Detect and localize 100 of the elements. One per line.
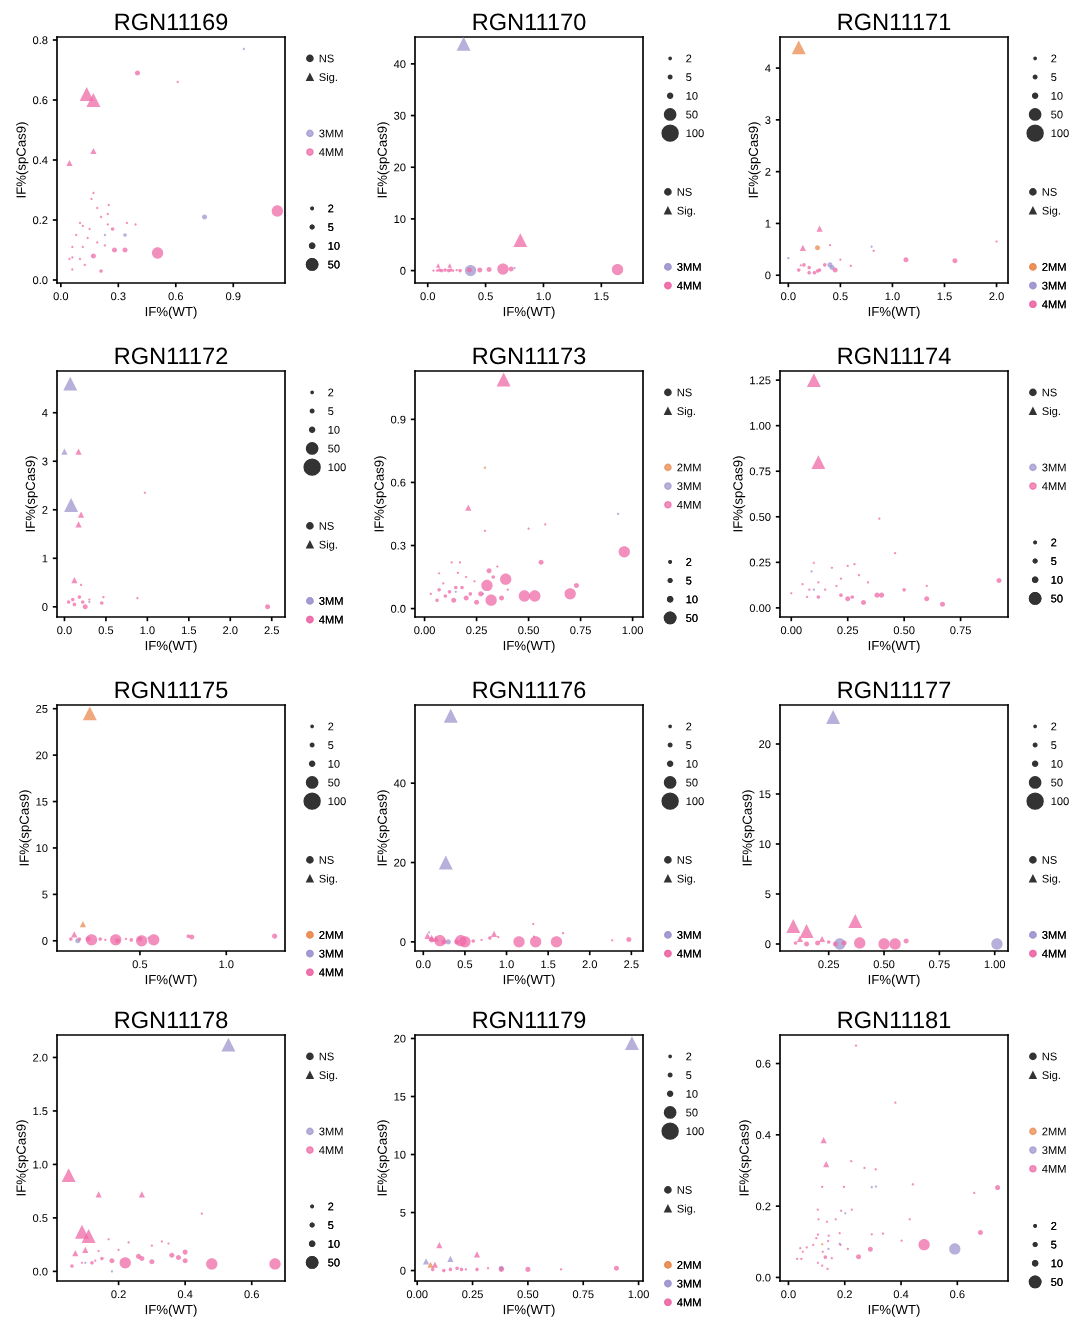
y-tick-label: 30 xyxy=(394,111,406,120)
x-axis-title: IF%(WT) xyxy=(145,974,197,987)
legend-label: 50 xyxy=(328,444,340,453)
x-tick-label: 0.5 xyxy=(132,960,148,969)
chart-title: RGN11172 xyxy=(115,347,228,365)
legend-label: 5 xyxy=(328,407,334,416)
legend-label: 2 xyxy=(1051,722,1057,731)
x-tick-label: 0.6 xyxy=(244,1290,259,1299)
y-axis-title: IF%(spCas9) xyxy=(739,1120,752,1196)
x-tick-label: 0.5 xyxy=(478,292,493,301)
y-tick-label: 5 xyxy=(400,1208,406,1217)
x-tick-label: 1.0 xyxy=(499,960,514,969)
legend-label: 2 xyxy=(1051,1222,1057,1230)
x-tick-label: 0.00 xyxy=(406,1290,428,1299)
legend-label: 50 xyxy=(686,1108,698,1117)
y-tick-label: 0.25 xyxy=(749,558,771,567)
chart-title: RGN11175 xyxy=(115,681,228,699)
legend-label: 50 xyxy=(328,260,340,269)
y-tick-label: 10 xyxy=(759,840,771,849)
legend-label: NS xyxy=(1042,188,1057,196)
legend-label: Sig. xyxy=(1042,206,1060,217)
x-axis-title: IF%(WT) xyxy=(145,306,197,319)
legend-label: Sig. xyxy=(319,874,337,885)
y-axis-title: IF%(spCas9) xyxy=(732,456,746,532)
y-tick-label: 20 xyxy=(36,751,48,760)
x-tick-label: 0.50 xyxy=(873,960,895,969)
y-tick-label: 0.75 xyxy=(749,467,771,476)
x-tick-label: 0.25 xyxy=(818,960,840,969)
y-tick-label: 0 xyxy=(400,938,406,947)
y-tick-label: 3 xyxy=(765,116,771,124)
legend-label: 2 xyxy=(328,388,334,397)
y-tick-label: 1.5 xyxy=(33,1107,48,1116)
y-tick-label: 1 xyxy=(765,219,771,228)
x-tick-label: 0.0 xyxy=(420,292,436,301)
y-tick-label: 10 xyxy=(394,1150,406,1159)
y-tick-label: 0 xyxy=(400,1266,406,1275)
legend-label: Sig. xyxy=(319,1070,337,1082)
legend-label: 2 xyxy=(328,204,334,213)
legend-label: NS xyxy=(319,54,334,63)
legend-label: 3MM xyxy=(1042,463,1066,472)
legend-label: 100 xyxy=(1051,797,1069,806)
y-tick-label: 0 xyxy=(765,271,771,280)
y-tick-label: 20 xyxy=(759,740,771,749)
legend-label: Sig. xyxy=(677,1204,695,1215)
legend-label: 10 xyxy=(1051,759,1063,768)
legend-label: 4MM xyxy=(1042,482,1066,490)
legend-label: 10 xyxy=(686,91,698,100)
y-axis-title: IF%(spCas9) xyxy=(19,790,32,866)
legend-label: NS xyxy=(319,1052,334,1061)
x-tick-label: 0.3 xyxy=(111,292,126,301)
legend-label: 2 xyxy=(1051,538,1057,547)
y-tick-label: 0.2 xyxy=(32,216,48,225)
y-tick-label: 0.0 xyxy=(755,1273,771,1282)
legend-label: 100 xyxy=(1051,129,1069,138)
x-tick-label: 1.5 xyxy=(937,292,952,301)
y-tick-label: 0.4 xyxy=(755,1131,771,1139)
legend-label: 100 xyxy=(328,463,346,472)
y-tick-label: 1.25 xyxy=(750,376,771,385)
y-tick-label: 20 xyxy=(394,163,406,172)
x-tick-label: 0.75 xyxy=(572,1290,594,1299)
y-tick-label: 0.50 xyxy=(749,513,771,521)
y-tick-label: 0.6 xyxy=(755,1059,771,1068)
legend-label: 5 xyxy=(686,73,692,82)
legend-label: 3MM xyxy=(319,597,343,605)
legend-label: NS xyxy=(677,1186,692,1194)
y-axis-title: IF%(spCas9) xyxy=(25,456,38,532)
x-tick-label: 0.4 xyxy=(893,1290,909,1299)
y-tick-label: 2 xyxy=(765,167,771,176)
legend-label: 3MM xyxy=(677,1279,701,1288)
y-axis-title: IF%(spCas9) xyxy=(377,790,390,866)
y-tick-label: 15 xyxy=(759,790,771,799)
legend-label: 10 xyxy=(328,1239,340,1248)
legend-label: NS xyxy=(677,856,692,864)
y-tick-label: 15 xyxy=(36,797,48,806)
x-tick-label: 0.0 xyxy=(53,292,69,301)
x-tick-label: 2.0 xyxy=(989,292,1004,301)
y-axis-title: IF%(spCas9) xyxy=(748,122,761,198)
legend-label: 5 xyxy=(1051,557,1057,566)
x-tick-label: 0.5 xyxy=(833,292,848,301)
x-axis-title: IF%(WT) xyxy=(503,640,555,653)
legend-label: 2MM xyxy=(1042,263,1066,271)
x-tick-label: 1.0 xyxy=(219,960,234,969)
y-tick-label: 0.4 xyxy=(32,156,48,165)
legend-label: 10 xyxy=(1051,575,1063,584)
legend-label: 100 xyxy=(328,797,346,806)
y-tick-label: 1.00 xyxy=(750,421,771,430)
legend-label: NS xyxy=(1042,388,1057,397)
y-tick-label: 20 xyxy=(394,858,406,867)
y-tick-label: 1.0 xyxy=(33,1160,48,1169)
legend-label: 5 xyxy=(686,576,692,585)
chart-title: RGN11174 xyxy=(838,347,951,365)
legend-label: 2MM xyxy=(677,463,701,472)
legend-label: 5 xyxy=(1051,741,1057,750)
y-tick-label: 4 xyxy=(42,409,48,417)
legend-label: 3MM xyxy=(1042,931,1066,939)
legend-label: 4MM xyxy=(1042,300,1066,309)
legend-label: 4MM xyxy=(677,281,701,290)
x-tick-label: 0.0 xyxy=(781,1290,796,1299)
chart-title: RGN11173 xyxy=(473,347,586,365)
legend-label: 2 xyxy=(328,722,334,731)
